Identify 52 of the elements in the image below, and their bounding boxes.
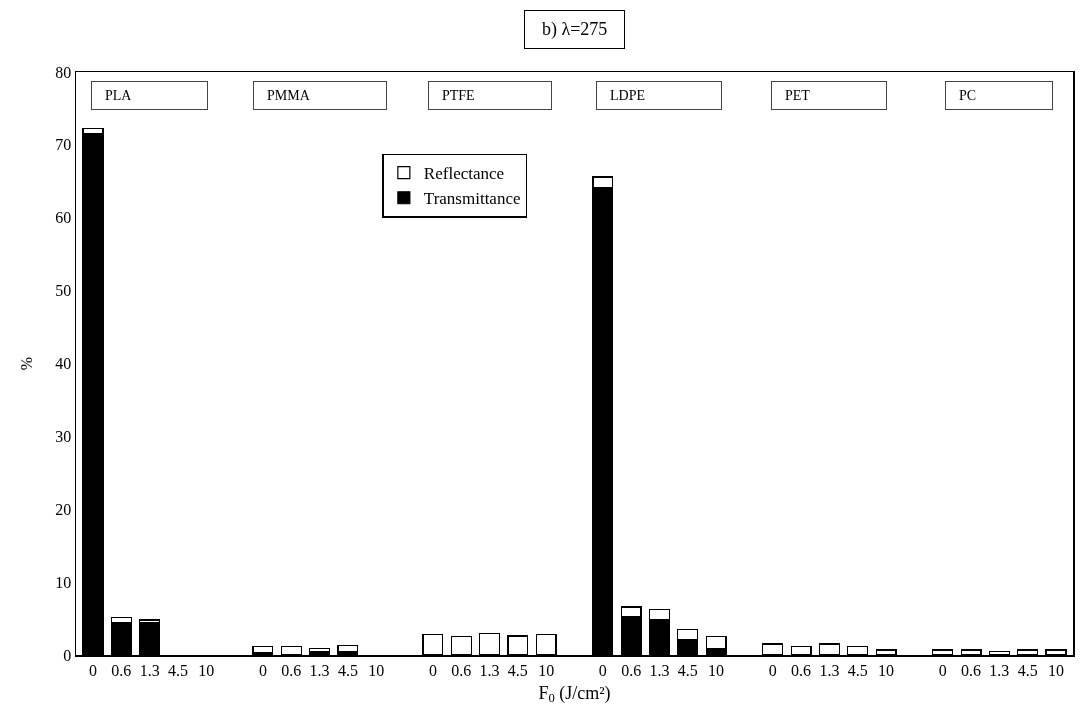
x-tick-label: 0.6 [961, 661, 982, 679]
x-tick-label: 0.6 [451, 661, 472, 679]
x-tick-label: 0 [768, 661, 777, 679]
y-tick-label: 40 [55, 355, 72, 373]
bar [337, 644, 359, 652]
x-tick-label: 1.3 [989, 661, 1010, 679]
x-tick-label: 1.3 [309, 661, 330, 679]
y-tick-label: 30 [55, 427, 72, 445]
x-tick-label: 0 [598, 661, 607, 679]
x-tick-label: 10 [708, 661, 725, 679]
x-tick-label: 10 [1048, 661, 1065, 679]
x-tick-label: 4.5 [337, 661, 358, 679]
x-tick-label: 0 [428, 661, 437, 679]
y-tick-label: 70 [55, 136, 72, 154]
x-tick-label: 0 [938, 661, 947, 679]
y-tick-label: 60 [55, 209, 72, 227]
x-axis-title: F$_{0}$ (J/cm²) [538, 682, 611, 706]
x-tick-label: 0 [258, 661, 267, 679]
x-tick-label: 4.5 [167, 661, 188, 679]
y-tick-label: 20 [55, 500, 72, 518]
annotation: LDPE [603, 88, 715, 103]
annotation: PC [952, 88, 1047, 103]
x-tick-label: 10 [538, 661, 555, 679]
x-tick-label: 0.6 [791, 661, 812, 679]
y-tick-label: 10 [55, 573, 72, 591]
x-tick-label: 4.5 [1017, 661, 1038, 679]
y-axis-title: % [18, 356, 36, 371]
x-tick-label: 0.6 [111, 661, 132, 679]
x-tick-label: 10 [878, 661, 895, 679]
x-tick-label: 0.6 [621, 661, 642, 679]
x-tick-label: 4.5 [847, 661, 868, 679]
legend-label: Reflectance [423, 164, 505, 184]
x-tick-label: 0 [88, 661, 97, 679]
x-tick-label: 1.3 [649, 661, 670, 679]
y-tick-label: 0 [63, 646, 72, 664]
y-tick-label: 50 [55, 282, 72, 300]
x-tick-label: 0.6 [281, 661, 302, 679]
annotation: PET [778, 88, 880, 103]
annotation: PLA [98, 88, 202, 103]
bar [252, 645, 274, 654]
x-tick-label: 10 [198, 661, 215, 679]
annotation: PMMA [260, 88, 380, 103]
x-tick-label: 1.3 [139, 661, 160, 679]
x-tick-label: 10 [368, 661, 385, 679]
y-tick-label: 80 [55, 63, 72, 81]
x-tick-label: 1.3 [819, 661, 840, 679]
legend-label: Transmittance [423, 189, 521, 209]
x-tick-label: 1.3 [479, 661, 500, 679]
annotation: PTFE [435, 88, 545, 103]
chart-title: b) λ=275 [533, 19, 617, 40]
x-tick-label: 4.5 [677, 661, 698, 679]
x-tick-label: 4.5 [507, 661, 528, 679]
